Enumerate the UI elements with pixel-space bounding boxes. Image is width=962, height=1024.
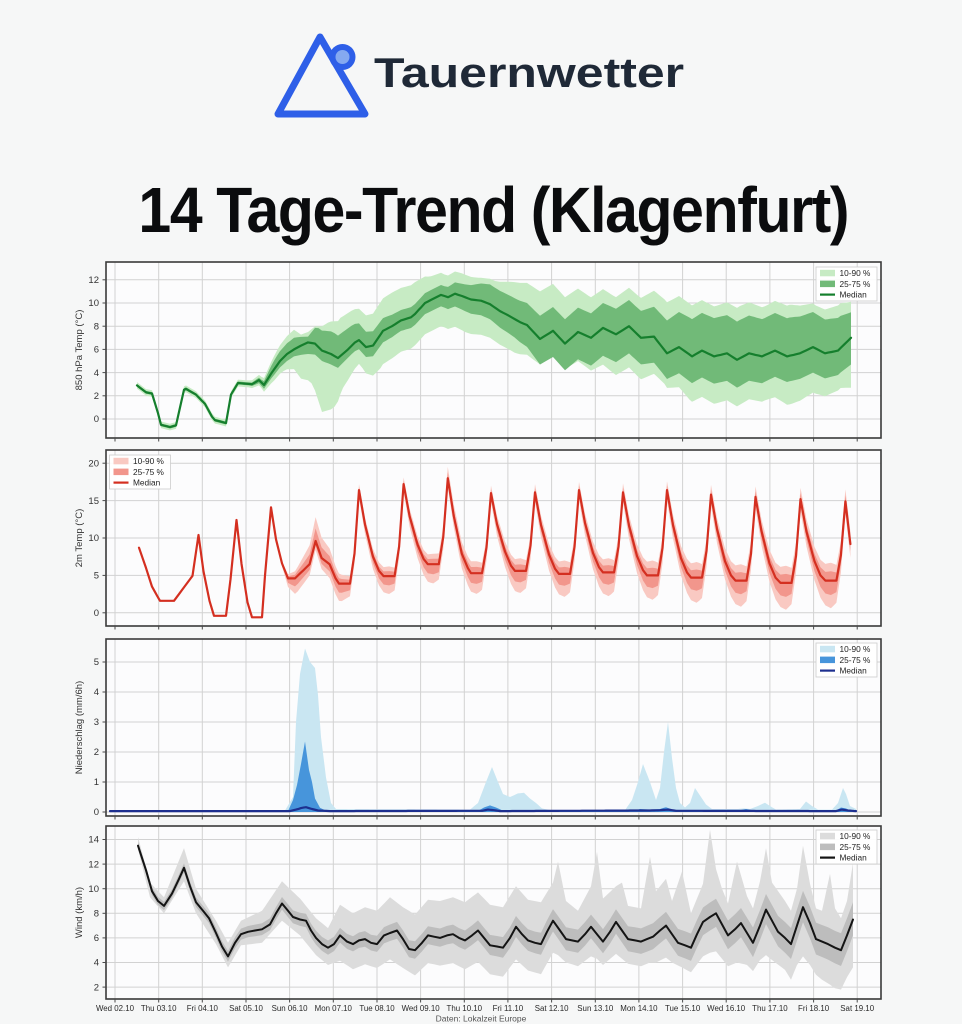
svg-text:25-75 %: 25-75 % <box>840 279 872 289</box>
svg-text:0: 0 <box>94 807 99 818</box>
svg-text:2m Temp (°C): 2m Temp (°C) <box>74 509 85 568</box>
svg-text:Wed 02.10: Wed 02.10 <box>96 1004 135 1013</box>
svg-text:Sat 19.10: Sat 19.10 <box>840 1004 874 1013</box>
svg-text:25-75 %: 25-75 % <box>840 842 872 852</box>
svg-text:10-90 %: 10-90 % <box>840 644 872 654</box>
svg-text:Niederschlag (mm/6h): Niederschlag (mm/6h) <box>74 681 85 774</box>
svg-text:0: 0 <box>94 414 99 425</box>
svg-text:25-75 %: 25-75 % <box>133 467 165 477</box>
svg-text:20: 20 <box>88 458 99 469</box>
svg-text:10: 10 <box>88 884 99 895</box>
svg-text:Thu 17.10: Thu 17.10 <box>752 1004 788 1013</box>
svg-text:5: 5 <box>94 657 99 668</box>
svg-text:Fri 11.10: Fri 11.10 <box>493 1004 524 1013</box>
svg-text:1: 1 <box>94 777 99 788</box>
svg-text:Median: Median <box>840 290 868 300</box>
svg-text:Sat 12.10: Sat 12.10 <box>535 1004 569 1013</box>
svg-text:3: 3 <box>94 717 99 728</box>
svg-text:Daten: Lokalzeit Europe: Daten: Lokalzeit Europe <box>436 1014 527 1024</box>
svg-text:8: 8 <box>94 909 99 920</box>
svg-text:Median: Median <box>840 666 868 676</box>
svg-text:Median: Median <box>133 478 161 488</box>
svg-text:10-90 %: 10-90 % <box>840 831 872 841</box>
svg-text:Fri 04.10: Fri 04.10 <box>187 1004 219 1013</box>
svg-text:5: 5 <box>94 571 99 582</box>
svg-text:Sat 05.10: Sat 05.10 <box>229 1004 263 1013</box>
svg-text:Sun 13.10: Sun 13.10 <box>577 1004 614 1013</box>
svg-text:2: 2 <box>94 747 99 758</box>
svg-text:14: 14 <box>88 835 99 846</box>
svg-text:4: 4 <box>94 368 99 379</box>
svg-text:Wind (km/h): Wind (km/h) <box>74 887 85 938</box>
svg-text:Median: Median <box>840 853 868 863</box>
svg-text:2: 2 <box>94 982 99 993</box>
svg-text:Wed 16.10: Wed 16.10 <box>707 1004 746 1013</box>
svg-text:25-75 %: 25-75 % <box>840 655 872 665</box>
svg-text:Tue 15.10: Tue 15.10 <box>665 1004 701 1013</box>
svg-text:Mon 07.10: Mon 07.10 <box>315 1004 353 1013</box>
svg-text:Tue 08.10: Tue 08.10 <box>359 1004 395 1013</box>
svg-text:8: 8 <box>94 321 99 332</box>
svg-text:4: 4 <box>94 687 99 698</box>
svg-text:10-90 %: 10-90 % <box>133 456 165 466</box>
svg-text:Wed 09.10: Wed 09.10 <box>402 1004 441 1013</box>
svg-text:0: 0 <box>94 608 99 619</box>
svg-text:15: 15 <box>88 496 99 507</box>
svg-text:12: 12 <box>88 859 99 870</box>
svg-text:10: 10 <box>88 533 99 544</box>
svg-text:2: 2 <box>94 391 99 402</box>
svg-text:12: 12 <box>88 275 99 286</box>
svg-text:10-90 %: 10-90 % <box>840 268 872 278</box>
svg-text:Thu 03.10: Thu 03.10 <box>141 1004 177 1013</box>
svg-text:Fri 18.10: Fri 18.10 <box>798 1004 830 1013</box>
svg-text:10: 10 <box>88 298 99 309</box>
svg-text:Thu 10.10: Thu 10.10 <box>447 1004 483 1013</box>
svg-text:6: 6 <box>94 933 99 944</box>
svg-text:850 hPa Temp (°C): 850 hPa Temp (°C) <box>74 310 85 391</box>
svg-text:Mon 14.10: Mon 14.10 <box>620 1004 658 1013</box>
svg-text:4: 4 <box>94 958 99 969</box>
svg-text:Sun 06.10: Sun 06.10 <box>272 1004 309 1013</box>
svg-text:6: 6 <box>94 345 99 356</box>
